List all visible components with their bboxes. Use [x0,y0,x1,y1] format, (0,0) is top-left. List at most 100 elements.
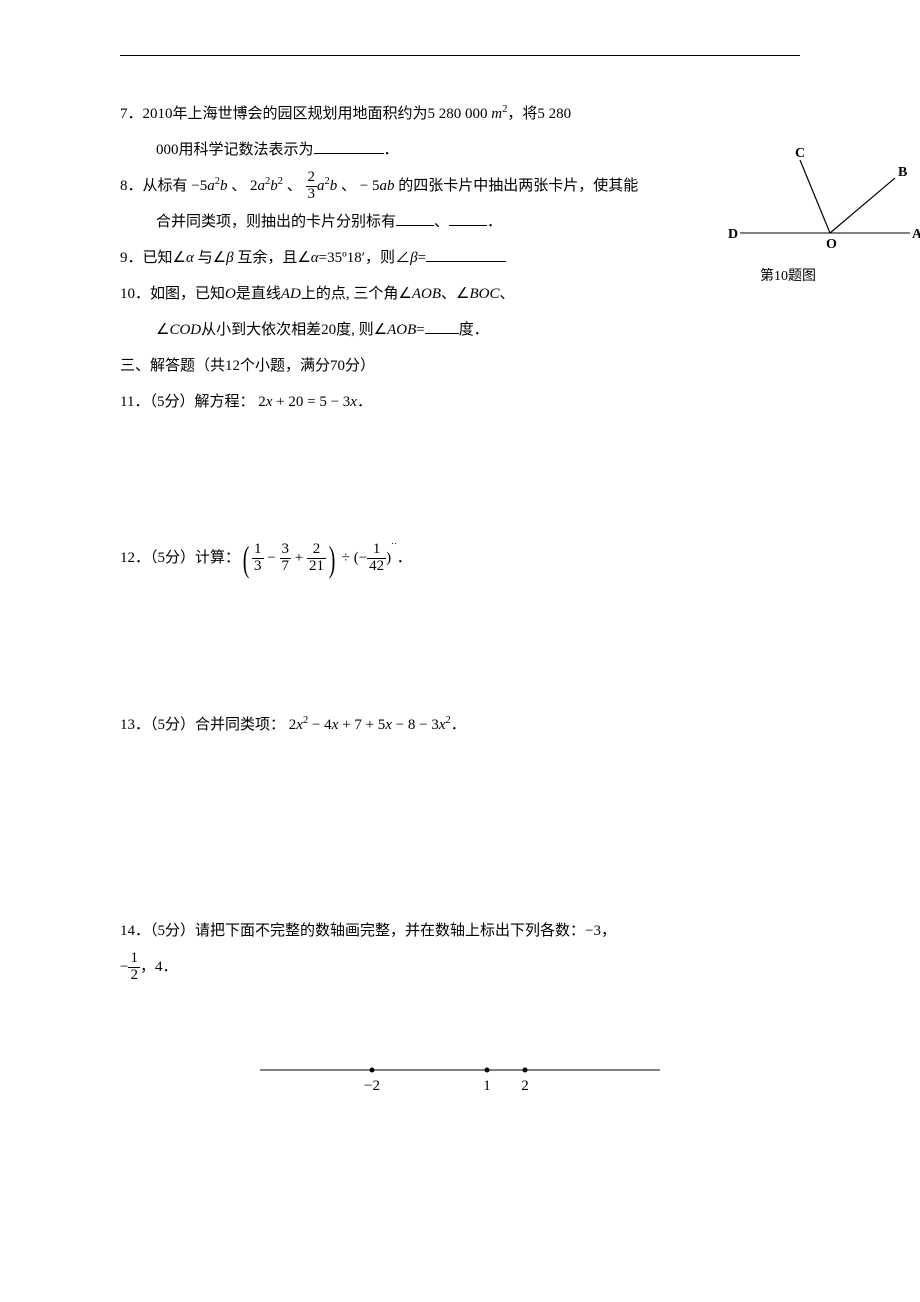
q14-neg: − [120,959,128,975]
q8-t3-b: b [330,178,338,194]
q12-pts: （5分） [150,550,195,566]
q10-cod: ∠COD [156,322,201,338]
q14-pts: （5分） [150,923,195,939]
q8-pre: 从标有 [143,178,188,194]
q7-blank[interactable] [314,138,384,154]
q8-t2-coef: 2 [250,178,258,194]
q10-O: O [225,286,236,302]
q12-f1n: 1 [252,542,264,559]
q13-expr: 2x2 − 4x + 7 + 5x − 8 − 3x2 [289,717,451,733]
q10-l2b: 从小到大依次相差20度, 则 [201,322,374,338]
q9-beta2: β [410,250,417,266]
question-7: 7．2010年上海世博会的园区规划用地面积约为5 280 000 m2，将5 2… [120,96,800,168]
q12-label: 计算： [195,550,240,566]
q9-ang2: ∠ [213,250,226,266]
q8-line2-sep: 、 [434,214,449,230]
q13-number: 13． [120,717,150,733]
q10-blank[interactable] [425,318,459,334]
q10-aob: ∠AOB [398,286,441,302]
q12-f2d: 7 [280,559,292,575]
gap-after-q11 [120,420,800,540]
question-10: 10．如图，已知O是直线AD上的点, 三个角∠AOB、∠BOC、 ∠COD从小到… [120,276,800,348]
q10-l1: 如图，已知 [150,286,225,302]
q7-number: 7． [120,106,143,122]
q8-t1-coef: −5 [191,178,207,194]
q7-text-a: 2010年上海世博会的园区规划用地面积约为5 280 000 [143,106,488,122]
q12-expdot: ‥ [391,532,397,552]
q8-t3-num: 2 [306,170,318,187]
q14-number: 14． [120,923,150,939]
q8-line2-end: ． [487,214,502,230]
question-13: 13．（5分）合并同类项： 2x2 − 4x + 7 + 5x − 8 − 3x… [120,707,800,743]
q8-blank1[interactable] [396,210,434,226]
q12-f4n: 1 [367,542,386,559]
q11-label: 解方程： [194,394,254,410]
q10-l1c: 上的点, 三个角 [301,286,399,302]
q7-text-b: ，将5 280 [507,106,571,122]
q13-label: 合并同类项： [195,717,285,733]
tick-neg2-dot [370,1067,375,1072]
q8-t1-b: b [220,178,228,194]
q8-t2-b: b [270,178,278,194]
question-8: 8．从标有 −5a2b 、 2a2b2 、 23a2b 、 − 5ab 的四张卡… [120,168,800,240]
q8-number: 8． [120,178,143,194]
question-9: 9．已知∠α 与∠β 互余，且∠α=35º18′，则∠β= [120,240,800,276]
q7-line2-b: ． [384,142,399,158]
q12-dot: ． [397,550,412,566]
q14-text: 请把下面不完整的数轴画完整，并在数轴上标出下列各数：−3， [195,923,616,939]
number-line-svg: −2 1 2 [240,1050,680,1100]
q9-eq2: = [418,250,426,266]
q9-comp: 互余，且 [237,250,297,266]
tick-neg2-label: −2 [364,1078,380,1094]
q11-pts: （5分） [149,394,194,410]
q9-number: 9． [120,250,143,266]
question-14b: −12，4． [120,949,800,985]
q12-f3d: 21 [307,559,326,575]
question-14: 14．（5分）请把下面不完整的数轴画完整，并在数轴上标出下列各数：−3， [120,913,800,949]
q13-dot: ． [451,717,466,733]
q9-alpha1: α [186,250,194,266]
q8-line2-a: 合并同类项，则抽出的卡片分别标有 [156,214,396,230]
q8-sep3: 、 [341,178,356,194]
q9-eq: =35º18′，则 [319,250,395,266]
q12-number: 12． [120,550,150,566]
q14-comma: ，4． [140,959,178,975]
q8-t2-a: a [258,178,266,194]
q12-f2n: 3 [280,542,292,559]
q10-sep2: 、 [500,286,515,302]
label-A: A [912,227,920,242]
q8-sep1: 、 [231,178,246,194]
q8-blank2[interactable] [449,210,487,226]
q13-pts: （5分） [150,717,195,733]
gap-after-q12 [120,577,800,707]
q10-aob2: ∠AOB= [374,322,425,338]
q8-t1-a: a [207,178,215,194]
q9-with: 与 [198,250,213,266]
q9-beta1: β [226,250,233,266]
q12-f4d: 42 [367,559,386,575]
q8-t2-be: 2 [278,176,283,187]
q10-sep1: 、 [441,286,456,302]
q12-close: ) [386,550,391,566]
q8-t3-a: a [317,178,325,194]
q12-plus: + [295,550,307,566]
label-O: O [826,237,837,252]
q9-blank[interactable] [426,246,506,262]
q12-div: ÷ (− [342,550,367,566]
label-B: B [898,165,907,180]
ray-OC [800,160,830,233]
header-rule [120,55,800,56]
q8-t4-b: b [387,178,395,194]
q8-t3-den: 3 [306,187,318,203]
q9-ang4: ∠ [395,250,410,266]
q10-AD: AD [281,286,301,302]
tick-2-dot [523,1067,528,1072]
q12-minus1: − [267,550,279,566]
question-11: 11．（5分）解方程： 2x + 20 = 5 − 3x． [120,384,800,420]
q8-post: 的四张卡片中抽出两张卡片，使其能 [398,178,638,194]
exam-page: A B C D O 第10题图 7．2010年上海世博会的园区规划用地面积约为5… [0,0,920,1302]
q14-fn: 1 [128,951,140,968]
q8-sep2: 、 [287,178,302,194]
q9-ang3: ∠ [297,250,310,266]
q10-l1b: 是直线 [236,286,281,302]
